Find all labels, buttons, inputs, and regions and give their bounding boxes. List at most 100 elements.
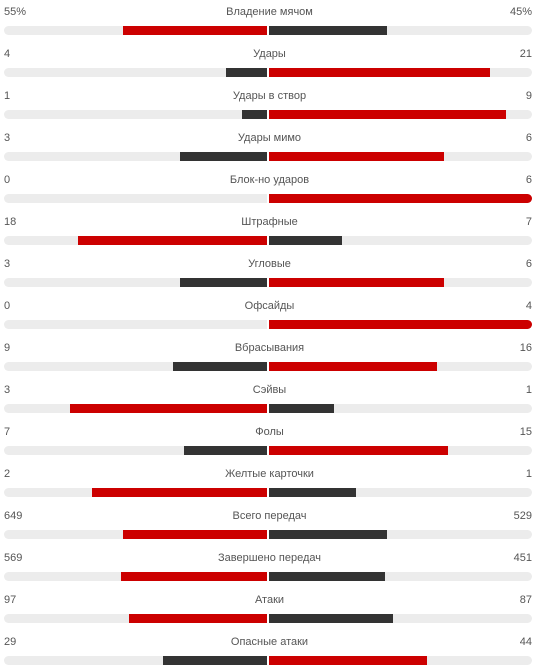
- stat-name: Владение мячом: [226, 6, 313, 18]
- stat-name: Атаки: [254, 594, 285, 606]
- away-value: 6: [525, 174, 532, 186]
- center-divider: [267, 320, 269, 329]
- center-divider: [267, 152, 269, 161]
- home-bar: [180, 152, 268, 161]
- away-bar: [268, 194, 532, 203]
- home-value: 2: [4, 468, 11, 480]
- home-value: 3: [4, 132, 11, 144]
- stat-track: [4, 236, 532, 245]
- stat-row: 9 Вбрасывания 16: [0, 341, 539, 375]
- stat-track: [4, 656, 532, 665]
- home-bar: [128, 614, 268, 623]
- stat-track: [4, 278, 532, 287]
- stat-row: 55% Владение мячом 45%: [0, 5, 539, 39]
- away-value: 15: [519, 426, 532, 438]
- stat-track: [4, 614, 532, 623]
- center-divider: [267, 110, 269, 119]
- center-divider: [267, 446, 269, 455]
- stat-name: Опасные атаки: [230, 636, 309, 648]
- away-bar: [268, 278, 444, 287]
- home-value: 1: [4, 90, 11, 102]
- away-bar: [268, 530, 387, 539]
- stat-track: [4, 320, 532, 329]
- away-bar: [268, 362, 437, 371]
- stat-name: Удары: [253, 48, 286, 60]
- home-bar: [184, 446, 268, 455]
- away-bar: [268, 320, 532, 329]
- home-value: 0: [4, 174, 11, 186]
- center-divider: [267, 236, 269, 245]
- away-value: 44: [519, 636, 532, 648]
- away-bar: [268, 446, 448, 455]
- center-divider: [267, 614, 269, 623]
- away-bar: [268, 614, 393, 623]
- home-value: 29: [4, 636, 17, 648]
- away-bar: [268, 68, 490, 77]
- home-value: 4: [4, 48, 11, 60]
- stat-row: 649 Всего передач 529: [0, 509, 539, 543]
- home-value: 7: [4, 426, 11, 438]
- center-divider: [267, 68, 269, 77]
- away-value: 21: [519, 48, 532, 60]
- stat-row: 7 Фолы 15: [0, 425, 539, 459]
- stat-track: [4, 488, 532, 497]
- stat-row: 4 Удары 21: [0, 47, 539, 81]
- stat-track: [4, 446, 532, 455]
- away-value: 7: [525, 216, 532, 228]
- center-divider: [267, 488, 269, 497]
- home-value: 3: [4, 384, 11, 396]
- home-bar: [225, 68, 268, 77]
- stat-row: 3 Удары мимо 6: [0, 131, 539, 165]
- away-value: 451: [513, 552, 532, 564]
- stat-row: 0 Блок-но ударов 6: [0, 173, 539, 207]
- stat-name: Офсайды: [244, 300, 295, 312]
- away-value: 4: [525, 300, 532, 312]
- center-divider: [267, 278, 269, 287]
- away-bar: [268, 236, 342, 245]
- center-divider: [267, 572, 269, 581]
- away-value: 45%: [509, 6, 532, 18]
- stat-track: [4, 404, 532, 413]
- away-bar: [268, 572, 385, 581]
- home-value: 3: [4, 258, 11, 270]
- center-divider: [267, 26, 269, 35]
- away-bar: [268, 656, 428, 665]
- home-value: 55%: [4, 6, 27, 18]
- stat-name: Удары мимо: [237, 132, 302, 144]
- away-value: 9: [525, 90, 532, 102]
- stat-row: 3 Угловые 6: [0, 257, 539, 291]
- away-value: 16: [519, 342, 532, 354]
- stat-row: 97 Атаки 87: [0, 593, 539, 627]
- away-value: 6: [525, 132, 532, 144]
- away-value: 1: [525, 384, 532, 396]
- away-bar: [268, 404, 334, 413]
- home-value: 649: [4, 510, 23, 522]
- home-bar: [122, 26, 268, 35]
- home-bar: [241, 110, 268, 119]
- stat-name: Удары в створ: [232, 90, 307, 102]
- center-divider: [267, 194, 269, 203]
- home-value: 0: [4, 300, 11, 312]
- stat-track: [4, 110, 532, 119]
- away-value: 87: [519, 594, 532, 606]
- center-divider: [267, 530, 269, 539]
- away-value: 6: [525, 258, 532, 270]
- stat-track: [4, 26, 532, 35]
- home-value: 18: [4, 216, 17, 228]
- center-divider: [267, 656, 269, 665]
- stat-row: 3 Сэйвы 1: [0, 383, 539, 417]
- stat-name: Блок-но ударов: [229, 174, 310, 186]
- stat-row: 18 Штрафные 7: [0, 215, 539, 249]
- stat-row: 0 Офсайды 4: [0, 299, 539, 333]
- stat-track: [4, 68, 532, 77]
- stat-name: Завершено передач: [217, 552, 321, 564]
- stat-track: [4, 152, 532, 161]
- home-value: 569: [4, 552, 23, 564]
- away-bar: [268, 152, 444, 161]
- home-bar: [92, 488, 268, 497]
- stat-row: 2 Желтые карточки 1: [0, 467, 539, 501]
- stat-track: [4, 362, 532, 371]
- home-value: 97: [4, 594, 17, 606]
- home-bar: [122, 530, 268, 539]
